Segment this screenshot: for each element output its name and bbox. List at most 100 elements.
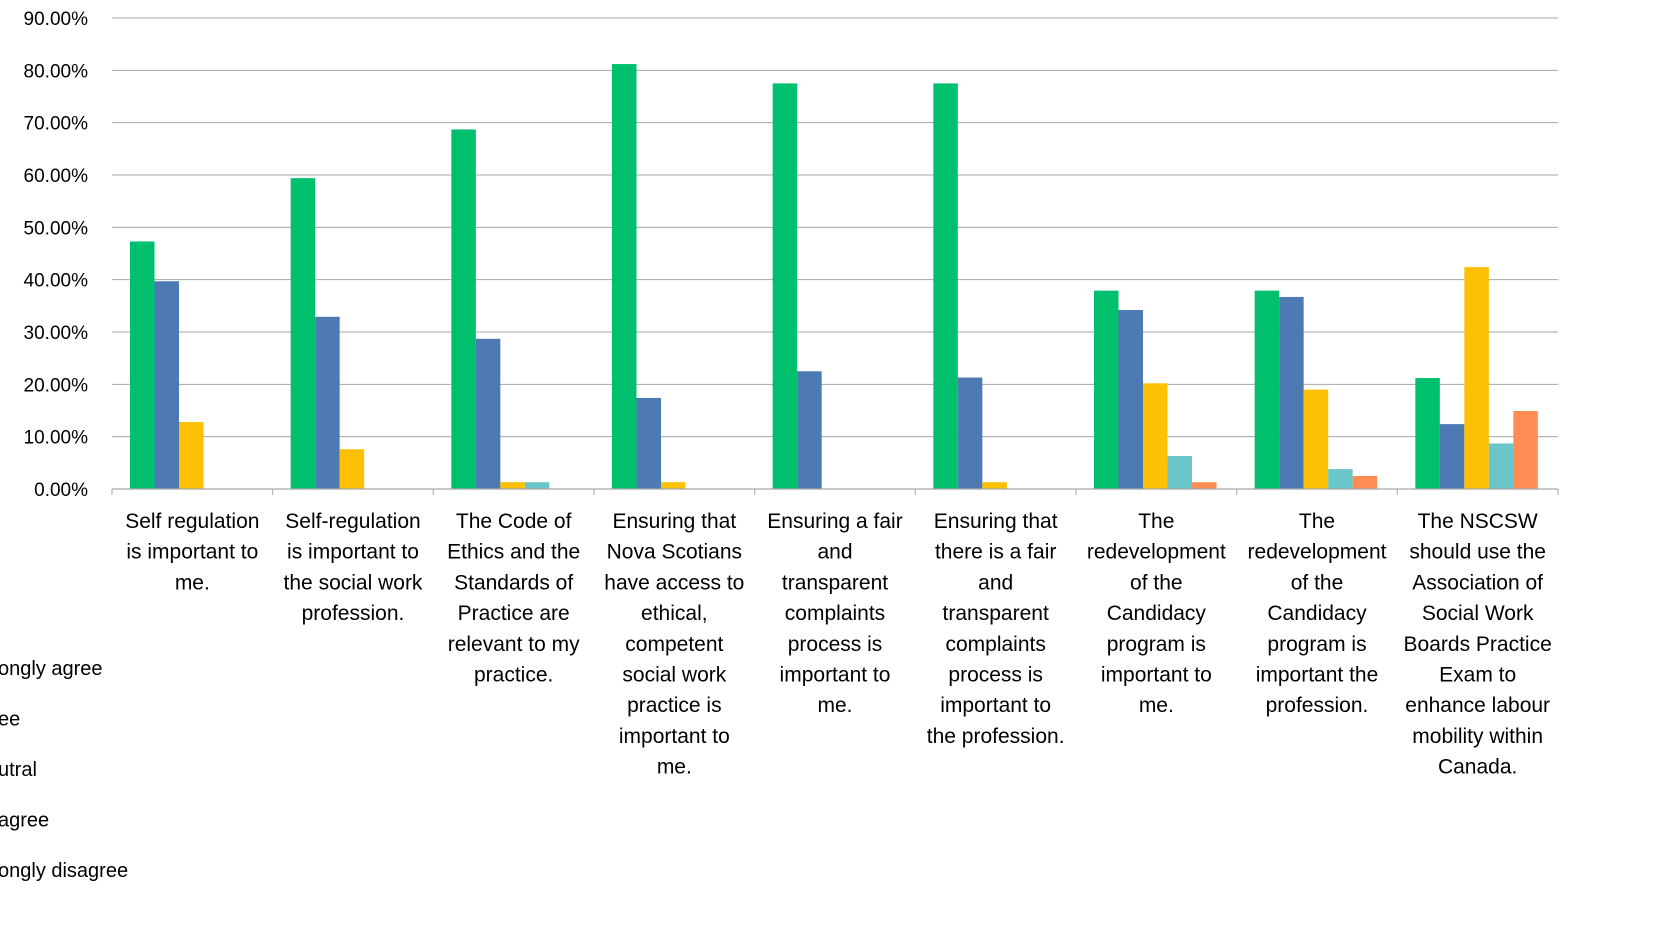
legend-label: ee	[0, 709, 20, 731]
category-label: ethical,	[641, 602, 708, 625]
category-label: program is	[1107, 633, 1206, 656]
category-label: complaints	[945, 633, 1045, 656]
category-label: relevant to my	[448, 633, 580, 656]
category-label: Association of	[1412, 571, 1543, 594]
category-label: Practice are	[458, 602, 570, 625]
bar	[1513, 411, 1538, 489]
category-label: Ensuring that	[934, 510, 1058, 533]
bar	[933, 83, 958, 490]
category-label: me.	[657, 756, 692, 779]
bar	[1352, 475, 1378, 489]
category-label: process is	[948, 664, 1043, 687]
bar	[1328, 469, 1353, 489]
category-label: and	[978, 571, 1013, 594]
y-tick-label: 80.00%	[24, 61, 89, 82]
legend-label: ongly disagree	[0, 860, 128, 882]
category-label: profession.	[302, 602, 405, 625]
bar	[524, 482, 550, 489]
bar	[1488, 443, 1514, 489]
category-label: enhance labour	[1405, 694, 1550, 717]
category-label: important to	[780, 664, 891, 687]
bar	[1254, 290, 1280, 489]
y-tick-label: 40.00%	[24, 271, 89, 292]
bar	[982, 482, 1007, 489]
category-label: competent	[625, 633, 723, 656]
category-label: The	[1138, 510, 1174, 533]
bar	[500, 482, 525, 489]
category-label: is important to	[126, 541, 258, 564]
bar	[1303, 389, 1329, 489]
y-tick-label: 10.00%	[24, 428, 89, 449]
bar	[1415, 378, 1440, 489]
bar	[179, 422, 204, 489]
category-label: Candidacy	[1107, 602, 1207, 625]
category-label: mobility within	[1412, 725, 1543, 748]
category-label: me.	[817, 694, 852, 717]
y-tick-label: 20.00%	[24, 375, 89, 396]
category-label: me.	[175, 571, 210, 594]
bars	[130, 64, 1538, 490]
category-label: of the	[1291, 571, 1344, 594]
category-labels: Self regulation is important to me. Self-re…	[125, 510, 1552, 779]
bar	[772, 83, 798, 490]
category-label: Canada.	[1438, 756, 1517, 779]
category-label: The NSCSW	[1418, 510, 1538, 533]
y-tick-label: 60.00%	[24, 166, 89, 187]
y-tick-label: 70.00%	[24, 114, 89, 135]
category-label: Nova Scotians	[607, 541, 742, 564]
category-label: there is a fair	[935, 541, 1056, 564]
category-label: Ensuring that	[612, 510, 736, 533]
legend-label: agree	[0, 810, 49, 832]
bar	[1118, 310, 1143, 489]
bar	[1192, 482, 1217, 489]
y-tick-label: 30.00%	[24, 323, 89, 344]
category-label: have access to	[604, 571, 744, 594]
gridlines	[112, 17, 1558, 438]
category-label: should use the	[1409, 541, 1546, 564]
category-label: Exam to	[1439, 664, 1516, 687]
category-label: Standards of	[454, 571, 573, 594]
category-label: The Code of	[456, 510, 572, 533]
category-label: important to	[1101, 664, 1212, 687]
category-label: the profession.	[927, 725, 1065, 748]
bar	[339, 449, 365, 489]
bar	[661, 482, 686, 489]
category-label: Self-regulation	[285, 510, 420, 533]
legend: ongly agree ee utral agree ongly disagree	[0, 658, 128, 882]
category-label: Ethics and the	[447, 541, 580, 564]
bar	[957, 377, 983, 489]
category-label: The	[1299, 510, 1335, 533]
y-axis-tick-labels: 0.00% 10.00% 20.00% 30.00% 40.00% 50.00% 60.00…	[24, 9, 89, 501]
legend-label: utral	[0, 759, 37, 781]
category-label: transparent	[943, 602, 1049, 625]
bar	[315, 316, 340, 489]
category-label: important the	[1256, 664, 1379, 687]
category-label: redevelopment	[1087, 541, 1226, 564]
category-label: Boards Practice	[1404, 633, 1552, 656]
category-label: important to	[619, 725, 730, 748]
bar	[1279, 296, 1304, 489]
category-label: social work	[622, 664, 726, 687]
category-label: me.	[1139, 694, 1174, 717]
bar	[154, 281, 179, 489]
category-label: process is	[788, 633, 883, 656]
bar	[1167, 456, 1192, 489]
category-label: Self regulation	[125, 510, 259, 533]
bar	[475, 338, 501, 489]
category-label: and	[817, 541, 852, 564]
category-label: practice is	[627, 694, 722, 717]
x-axis-tick-marks	[111, 489, 1559, 495]
category-label: Social Work	[1422, 602, 1534, 625]
category-label: important to	[940, 694, 1051, 717]
bar	[451, 129, 476, 489]
category-label: program is	[1267, 633, 1366, 656]
category-label: the social work	[284, 571, 423, 594]
bar	[636, 397, 661, 489]
category-label: transparent	[782, 571, 888, 594]
category-label: profession.	[1266, 694, 1369, 717]
bar	[1464, 267, 1489, 489]
bar	[612, 64, 637, 489]
category-label: of the	[1130, 571, 1183, 594]
bar	[797, 371, 822, 489]
